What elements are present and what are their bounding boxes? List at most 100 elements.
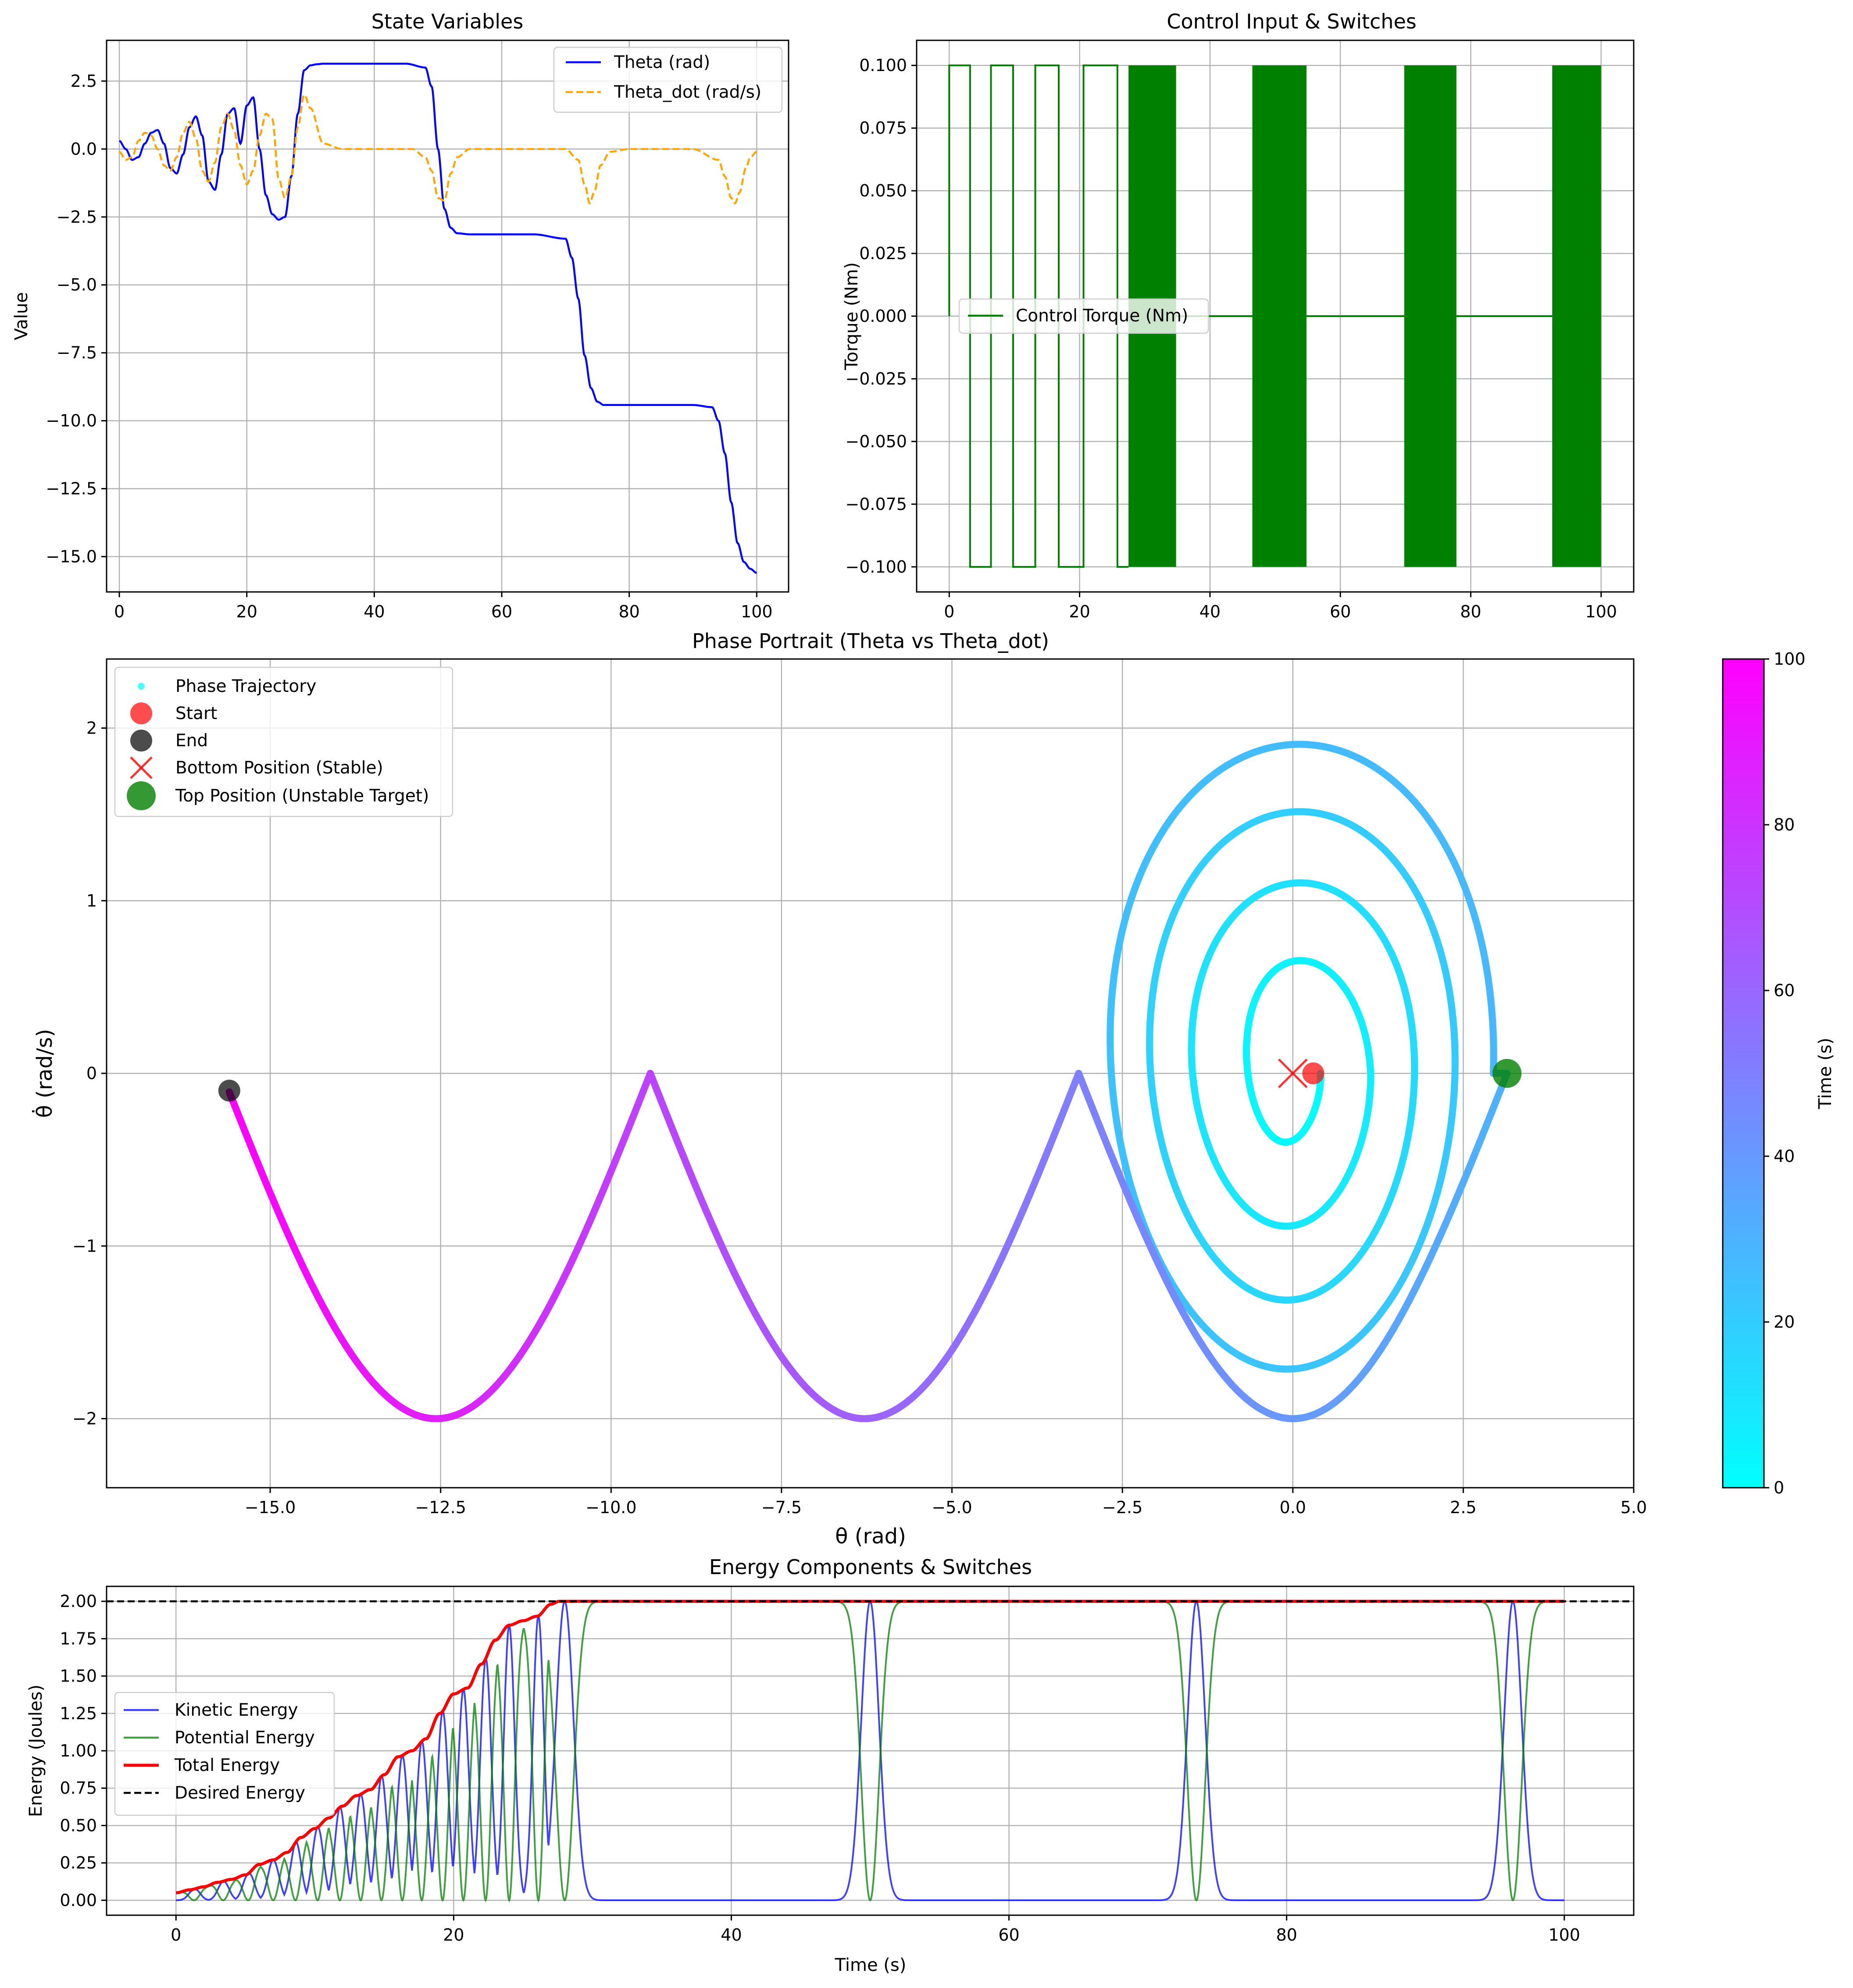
top-position-unstable-target-marker <box>1492 1059 1522 1088</box>
energy-ytick-label: 1.75 <box>60 1629 97 1648</box>
state-variables-panel: State Variables 0 20 40 60 80 100 −15.0−12.5−… <box>11 10 789 621</box>
state-grid <box>107 40 789 592</box>
colorbar-frame <box>1722 658 1765 1489</box>
phase-y-ticks: −2 −1 0 1 2 <box>72 719 107 1429</box>
torque-chatter-band <box>1252 65 1307 567</box>
colorbar-tick-label: 60 <box>1774 981 1795 1000</box>
energy-ytick-label: 1.25 <box>60 1704 97 1723</box>
control-title: Control Input & Switches <box>1167 10 1416 33</box>
legend-trajectory-label: Phase Trajectory <box>175 677 316 696</box>
energy-title: Energy Components & Switches <box>709 1555 1032 1579</box>
phase-markers <box>218 1058 1522 1102</box>
phase-legend: Phase Trajectory Start End Bottom Positi… <box>114 666 453 817</box>
energy-ytick-label: 0.00 <box>60 1891 97 1910</box>
energy-ytick-label: 1.50 <box>60 1667 97 1686</box>
energy-xtick-label: 60 <box>998 1925 1019 1945</box>
phase-xtick-label: 0.0 <box>1280 1498 1306 1517</box>
control-ytick-label: −0.050 <box>845 432 907 451</box>
state-axes-frame <box>106 39 789 593</box>
legend-torque-label: Control Torque (Nm) <box>1016 306 1188 326</box>
colorbar-tick-label: 40 <box>1774 1147 1795 1166</box>
torque-switch-line <box>948 64 1129 568</box>
control-ylabel: Torque (Nm) <box>842 262 862 371</box>
colorbar-gradient <box>1723 659 1764 1488</box>
state-ytick-label: −7.5 <box>57 343 97 363</box>
legend-start-label: Start <box>175 704 217 723</box>
energy-xlabel: Time (s) <box>835 1955 907 1975</box>
legend-end-swatch <box>130 730 152 752</box>
colorbar-tick-label: 0 <box>1774 1478 1784 1497</box>
control-ytick-label: −0.075 <box>845 495 907 514</box>
torque-chatter-band <box>1404 65 1457 567</box>
control-x-ticks: 0 20 40 60 80 100 <box>944 592 1617 621</box>
state-x-ticks: 0 20 40 60 80 100 <box>114 592 773 621</box>
phase-xtick-label: −10.0 <box>586 1498 636 1517</box>
control-xtick-label: 100 <box>1585 602 1617 621</box>
energy-panel: Energy Components & Switches 0 20 40 60 80 10… <box>26 1555 1635 1975</box>
energy-grid <box>107 1586 1634 1915</box>
colorbar-ticks: 0 20 40 60 80 100 <box>1764 649 1806 1497</box>
phase-ytick-label: 1 <box>86 891 97 910</box>
control-ytick-label: −0.025 <box>845 369 907 388</box>
control-ytick-label: 0.000 <box>859 306 907 326</box>
energy-ylabel: Energy (Joules) <box>26 1685 46 1817</box>
phase-xtick-label: −12.5 <box>415 1498 466 1517</box>
phase-ytick-label: −1 <box>72 1236 97 1256</box>
legend-potential-label: Potential Energy <box>175 1728 315 1748</box>
legend-top-swatch <box>127 781 156 810</box>
state-ylabel: Value <box>11 292 32 340</box>
energy-legend: Kinetic Energy Potential Energy Total En… <box>114 1692 335 1816</box>
phase-xlabel: θ (rad) <box>835 1524 906 1549</box>
phase-ytick-label: 2 <box>86 719 97 738</box>
phase-xtick-label: 5.0 <box>1621 1498 1647 1517</box>
energy-ytick-label: 2.00 <box>60 1592 97 1611</box>
legend-trajectory-swatch <box>138 683 145 690</box>
energy-xtick-label: 100 <box>1548 1925 1580 1945</box>
phase-xtick-label: −7.5 <box>761 1498 802 1517</box>
legend-kinetic-label: Kinetic Energy <box>175 1700 298 1720</box>
total-energy-line <box>175 1600 1564 1895</box>
phase-xtick-label: −15.0 <box>245 1498 296 1517</box>
phase-ytick-label: −2 <box>72 1409 97 1429</box>
phase-xtick-label: 2.5 <box>1450 1498 1476 1517</box>
end-marker <box>218 1080 240 1102</box>
phase-ytick-label: 0 <box>86 1064 97 1083</box>
state-xtick-label: 60 <box>491 602 512 621</box>
legend-thetadot-label: Theta_dot (rad/s) <box>614 82 761 102</box>
control-ytick-label: 0.075 <box>859 118 907 138</box>
colorbar-tick-label: 100 <box>1774 649 1806 669</box>
state-y-ticks: −15.0 −12.5 −10.0 −7.5 −5.0 −2.5 0.0 2.5 <box>46 71 107 566</box>
thetadot-line <box>119 93 757 205</box>
phase-xtick-label: −5.0 <box>932 1498 972 1517</box>
phase-portrait-panel: Phase Portrait (Theta vs Theta_dot) −15.… <box>32 629 1647 1549</box>
colorbar-tick-label: 80 <box>1774 815 1795 834</box>
torque-chatter-band <box>1552 65 1601 567</box>
state-series <box>119 63 757 574</box>
bottom-position-marker <box>1278 1058 1308 1088</box>
control-ytick-label: −0.100 <box>845 557 907 577</box>
phase-title: Phase Portrait (Theta vs Theta_dot) <box>692 629 1049 653</box>
legend-bottom-label: Bottom Position (Stable) <box>175 758 383 778</box>
state-xtick-label: 40 <box>364 602 385 621</box>
state-ytick-label: −12.5 <box>46 479 97 499</box>
phase-xtick-label: −2.5 <box>1102 1498 1143 1517</box>
control-xtick-label: 80 <box>1460 602 1481 621</box>
time-colorbar: 0 20 40 60 80 100 Time (s) <box>1722 649 1835 1497</box>
legend-theta-label: Theta (rad) <box>614 53 710 72</box>
state-xtick-label: 80 <box>619 602 640 621</box>
energy-xtick-label: 80 <box>1276 1925 1297 1945</box>
energy-ytick-label: 0.75 <box>60 1778 97 1798</box>
energy-xtick-label: 40 <box>721 1925 742 1945</box>
control-xtick-label: 0 <box>944 602 954 621</box>
control-legend: Control Torque (Nm) <box>958 298 1209 334</box>
energy-series <box>107 1600 1634 1902</box>
legend-end-label: End <box>175 731 208 751</box>
energy-y-ticks: 0.00 0.25 0.50 0.75 1.00 1.25 1.50 1.75 2.00 <box>60 1592 107 1910</box>
control-y-ticks: −0.100 −0.075 −0.050 −0.025 0.000 0.025 0.050 0… <box>845 56 917 577</box>
control-xtick-label: 60 <box>1330 602 1351 621</box>
state-xtick-label: 100 <box>741 602 773 621</box>
phase-ylabel: θ̇ (rad/s) <box>32 1029 57 1118</box>
legend-desired-label: Desired Energy <box>175 1783 305 1803</box>
energy-ytick-label: 1.00 <box>60 1741 97 1760</box>
